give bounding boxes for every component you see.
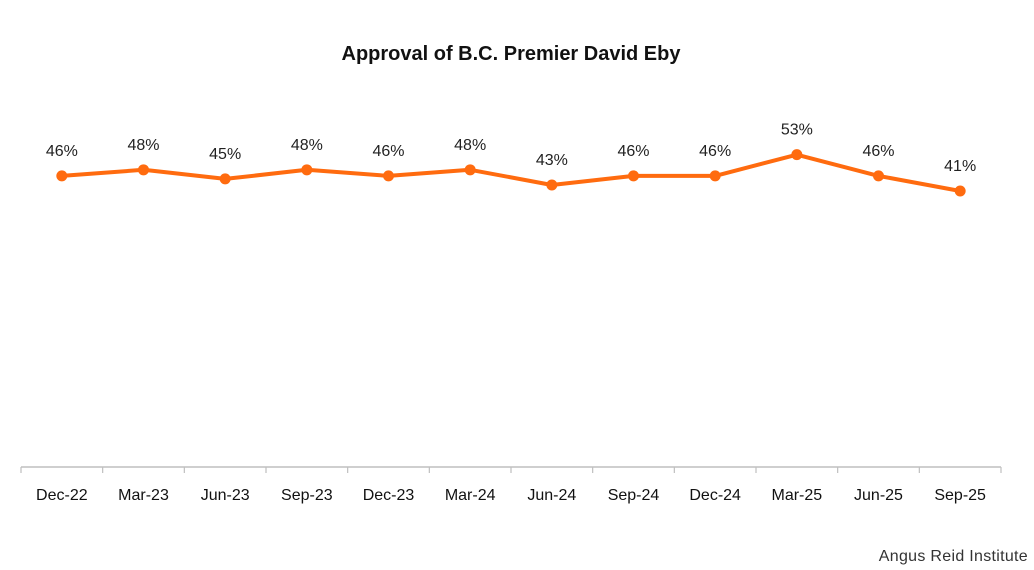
data-point [464,164,476,176]
chart-title: Approval of B.C. Premier David Eby [342,43,682,65]
data-point [873,170,884,182]
data-point [954,185,966,197]
data-label: 46% [372,143,404,160]
data-labels: 46% 48% 45% 48% 46% 48% 43% 46% 46% 53% 46% 41% [46,122,976,175]
series-line-layer [59,152,963,193]
x-tick-label: Sep-25 [934,487,986,504]
data-point [301,164,313,176]
x-tick-label: Mar-24 [445,487,496,504]
x-tick-label: Mar-23 [118,487,169,504]
x-tick-label: Sep-23 [281,487,333,504]
data-label: 48% [127,137,159,154]
data-point [709,170,721,182]
data-label: 43% [536,152,568,169]
data-label: 46% [617,143,649,160]
x-tick-label: Dec-23 [363,487,415,504]
data-label: 45% [209,146,241,163]
data-point [383,170,394,182]
data-points [56,149,966,197]
x-tick-label: Jun-25 [854,487,903,504]
x-tick-label: Dec-24 [689,487,741,504]
x-tick-label: Mar-25 [771,487,822,504]
data-point [219,173,231,185]
data-point [791,149,803,161]
x-tick-label: Jun-24 [527,487,576,504]
source-credit: Angus Reid Institute [878,548,1028,565]
x-axis: Dec-22 Mar-23 Jun-23 Sep-23 Dec-23 Mar-24 Jun-… [20,466,1002,504]
x-tick-label: Dec-22 [36,487,88,504]
data-label: 46% [862,143,894,160]
data-label: 46% [46,143,78,160]
data-label: 48% [454,137,486,154]
data-point [628,170,639,182]
data-point [138,164,149,176]
series-line [59,152,963,193]
data-point [546,179,558,191]
x-tick-label: Jun-23 [201,487,250,504]
data-label: 53% [781,122,813,139]
data-label: 41% [944,158,976,175]
data-point [56,170,68,182]
data-label: 48% [291,137,323,154]
data-label: 46% [699,143,731,160]
x-tick-label: Sep-24 [608,487,660,504]
